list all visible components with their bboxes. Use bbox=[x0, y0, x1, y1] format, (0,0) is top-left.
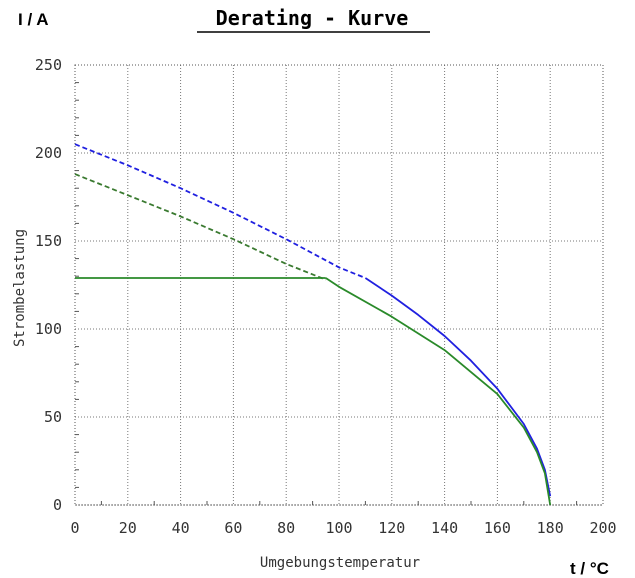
y-tick-label: 250 bbox=[35, 56, 62, 74]
y-tick-label: 150 bbox=[35, 232, 62, 250]
x-tick-label: 20 bbox=[119, 519, 137, 537]
x-tick-label: 120 bbox=[378, 519, 405, 537]
x-tick-label: 140 bbox=[431, 519, 458, 537]
y-unit-label: I / A bbox=[18, 10, 49, 29]
ticks-layer: 0 20 40 60 80 100 120 140 160 180 200 0 50 100 150 200 2… bbox=[35, 56, 617, 537]
x-tick-label: 160 bbox=[484, 519, 511, 537]
grid bbox=[74, 64, 604, 506]
x-unit-label: t / °C bbox=[570, 559, 609, 578]
series-line-3 bbox=[74, 173, 327, 281]
x-tick-label: 100 bbox=[325, 519, 352, 537]
x-tick-label: 0 bbox=[70, 519, 79, 537]
series-layer bbox=[74, 143, 552, 506]
series-line-1 bbox=[74, 143, 366, 279]
y-tick-label: 100 bbox=[35, 320, 62, 338]
x-tick-label: 60 bbox=[224, 519, 242, 537]
x-tick-label: 80 bbox=[277, 519, 295, 537]
x-tick-label: 180 bbox=[537, 519, 564, 537]
x-tick-label: 200 bbox=[589, 519, 616, 537]
x-axis-label: Umgebungstemperatur bbox=[260, 555, 420, 571]
y-tick-label: 0 bbox=[53, 496, 62, 514]
series-line-5 bbox=[325, 277, 552, 506]
y-tick-label: 200 bbox=[35, 144, 62, 162]
y-axis-label: Strombelastung bbox=[12, 229, 28, 347]
y-tick-label: 50 bbox=[44, 408, 62, 426]
plot-frame bbox=[74, 64, 604, 506]
chart-title: Derating - Kurve bbox=[216, 6, 409, 30]
series-line-2 bbox=[364, 277, 552, 497]
x-tick-label: 40 bbox=[172, 519, 190, 537]
